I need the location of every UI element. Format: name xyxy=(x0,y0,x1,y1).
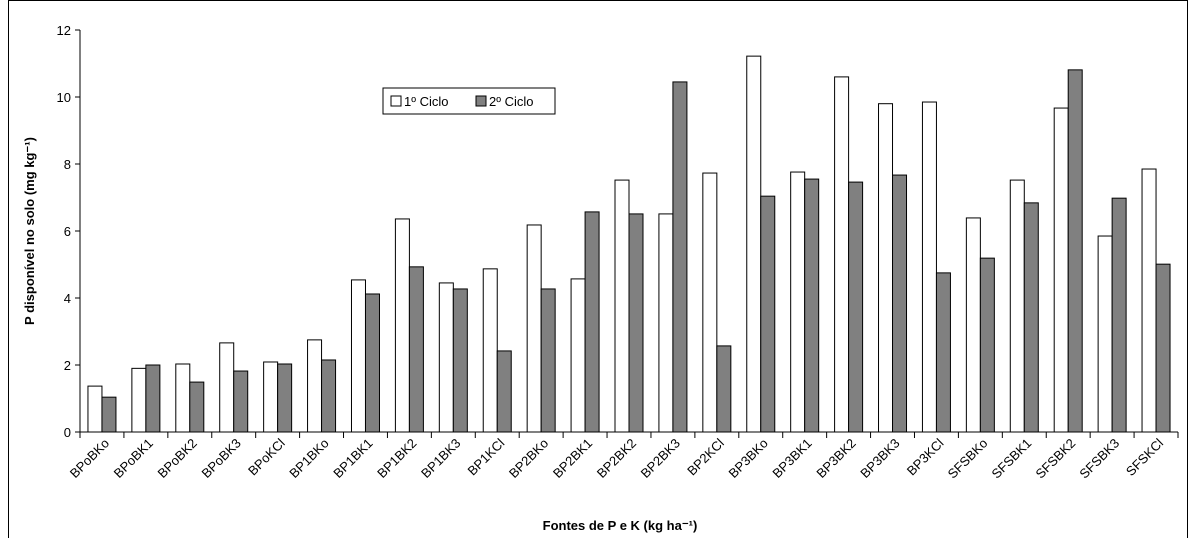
bar xyxy=(87,385,103,433)
bar xyxy=(263,361,279,433)
bar xyxy=(307,339,323,433)
x-tick-label: BP3BKo xyxy=(726,436,771,481)
bar xyxy=(848,181,864,433)
legend-label: 1º Ciclo xyxy=(404,94,448,109)
bar xyxy=(1009,179,1025,433)
x-tick-label: BP2KCl xyxy=(684,435,727,478)
bar xyxy=(394,218,410,433)
bar xyxy=(614,179,630,433)
x-tick-label: BPoBKo xyxy=(67,436,112,481)
bar xyxy=(364,293,380,433)
legend-box xyxy=(382,87,556,115)
bar xyxy=(702,172,718,433)
y-tick-label: 10 xyxy=(57,90,71,105)
legend-swatch xyxy=(390,95,402,107)
bar xyxy=(979,257,995,433)
bar xyxy=(452,288,468,433)
x-tick-label: BP1BK2 xyxy=(374,436,419,481)
x-tick-label: BPoKCl xyxy=(245,435,288,478)
bar xyxy=(350,279,366,433)
bar xyxy=(892,174,908,433)
bar xyxy=(321,359,337,433)
bar xyxy=(760,195,776,433)
bar xyxy=(921,101,937,433)
y-tick-label: 6 xyxy=(64,224,71,239)
x-tick-label: SFSBK2 xyxy=(1032,436,1078,482)
x-tick-label: BP2BK3 xyxy=(638,436,683,481)
y-tick-label: 2 xyxy=(64,358,71,373)
y-tick-label: 4 xyxy=(64,291,71,306)
bar xyxy=(746,55,762,433)
bar xyxy=(145,364,161,433)
bar xyxy=(628,213,644,433)
bar xyxy=(790,171,806,433)
x-tick-label: BP1BK1 xyxy=(330,436,375,481)
bar xyxy=(233,370,249,433)
bar xyxy=(540,288,556,433)
bar xyxy=(878,103,894,433)
x-tick-label: BP2BK2 xyxy=(594,436,639,481)
x-tick-label: SFSBKo xyxy=(945,436,991,482)
bar xyxy=(482,268,498,433)
bar xyxy=(526,224,542,433)
x-tick-label: SFSKCl xyxy=(1123,435,1166,478)
x-tick-label: BPoBK1 xyxy=(111,436,156,481)
x-tick-label: SFSBK3 xyxy=(1076,436,1122,482)
bar xyxy=(570,278,586,433)
y-axis-label: P disponível no solo (mg kg⁻¹) xyxy=(22,137,37,325)
x-tick-label: BP2BKo xyxy=(506,436,551,481)
bar xyxy=(1141,168,1157,433)
bar xyxy=(935,272,951,433)
bar xyxy=(804,178,820,433)
x-tick-label: BPoBK3 xyxy=(198,436,243,481)
bar xyxy=(672,81,688,433)
bar xyxy=(1111,197,1127,433)
bar xyxy=(189,381,205,433)
bar xyxy=(1067,69,1083,433)
x-tick-label: BP1BKo xyxy=(286,436,331,481)
x-tick-label: BP3BK1 xyxy=(769,436,814,481)
bar xyxy=(408,266,424,433)
x-tick-label: BP1BK3 xyxy=(418,436,463,481)
bar xyxy=(175,363,191,433)
bar xyxy=(1023,202,1039,433)
y-tick-label: 8 xyxy=(64,157,71,172)
y-tick-label: 0 xyxy=(64,425,71,440)
bar xyxy=(716,345,732,433)
bar xyxy=(131,367,147,433)
x-tick-label: BP3BK2 xyxy=(813,436,858,481)
x-tick-label: SFSBK1 xyxy=(989,436,1035,482)
chart-frame xyxy=(8,0,1188,538)
bar xyxy=(1097,235,1113,433)
x-axis-label: Fontes de P e K (kg ha⁻¹) xyxy=(543,518,698,533)
bar xyxy=(438,282,454,433)
bar xyxy=(658,213,674,433)
x-tick-label: BP2BK1 xyxy=(550,436,595,481)
bar xyxy=(1155,263,1171,433)
legend-label: 2º Ciclo xyxy=(489,94,533,109)
y-tick-label: 12 xyxy=(57,23,71,38)
bar xyxy=(277,363,293,433)
bar xyxy=(101,396,117,433)
bar xyxy=(496,350,512,433)
bar xyxy=(219,342,235,433)
bar xyxy=(965,217,981,433)
bar xyxy=(584,211,600,433)
legend-swatch xyxy=(475,95,487,107)
x-tick-label: BPoBK2 xyxy=(155,436,200,481)
x-tick-label: BP1KCl xyxy=(465,435,508,478)
x-tick-label: BP3BK3 xyxy=(857,436,902,481)
bar xyxy=(834,76,850,433)
bar xyxy=(1053,107,1069,433)
x-tick-label: BP3KCl xyxy=(904,435,947,478)
